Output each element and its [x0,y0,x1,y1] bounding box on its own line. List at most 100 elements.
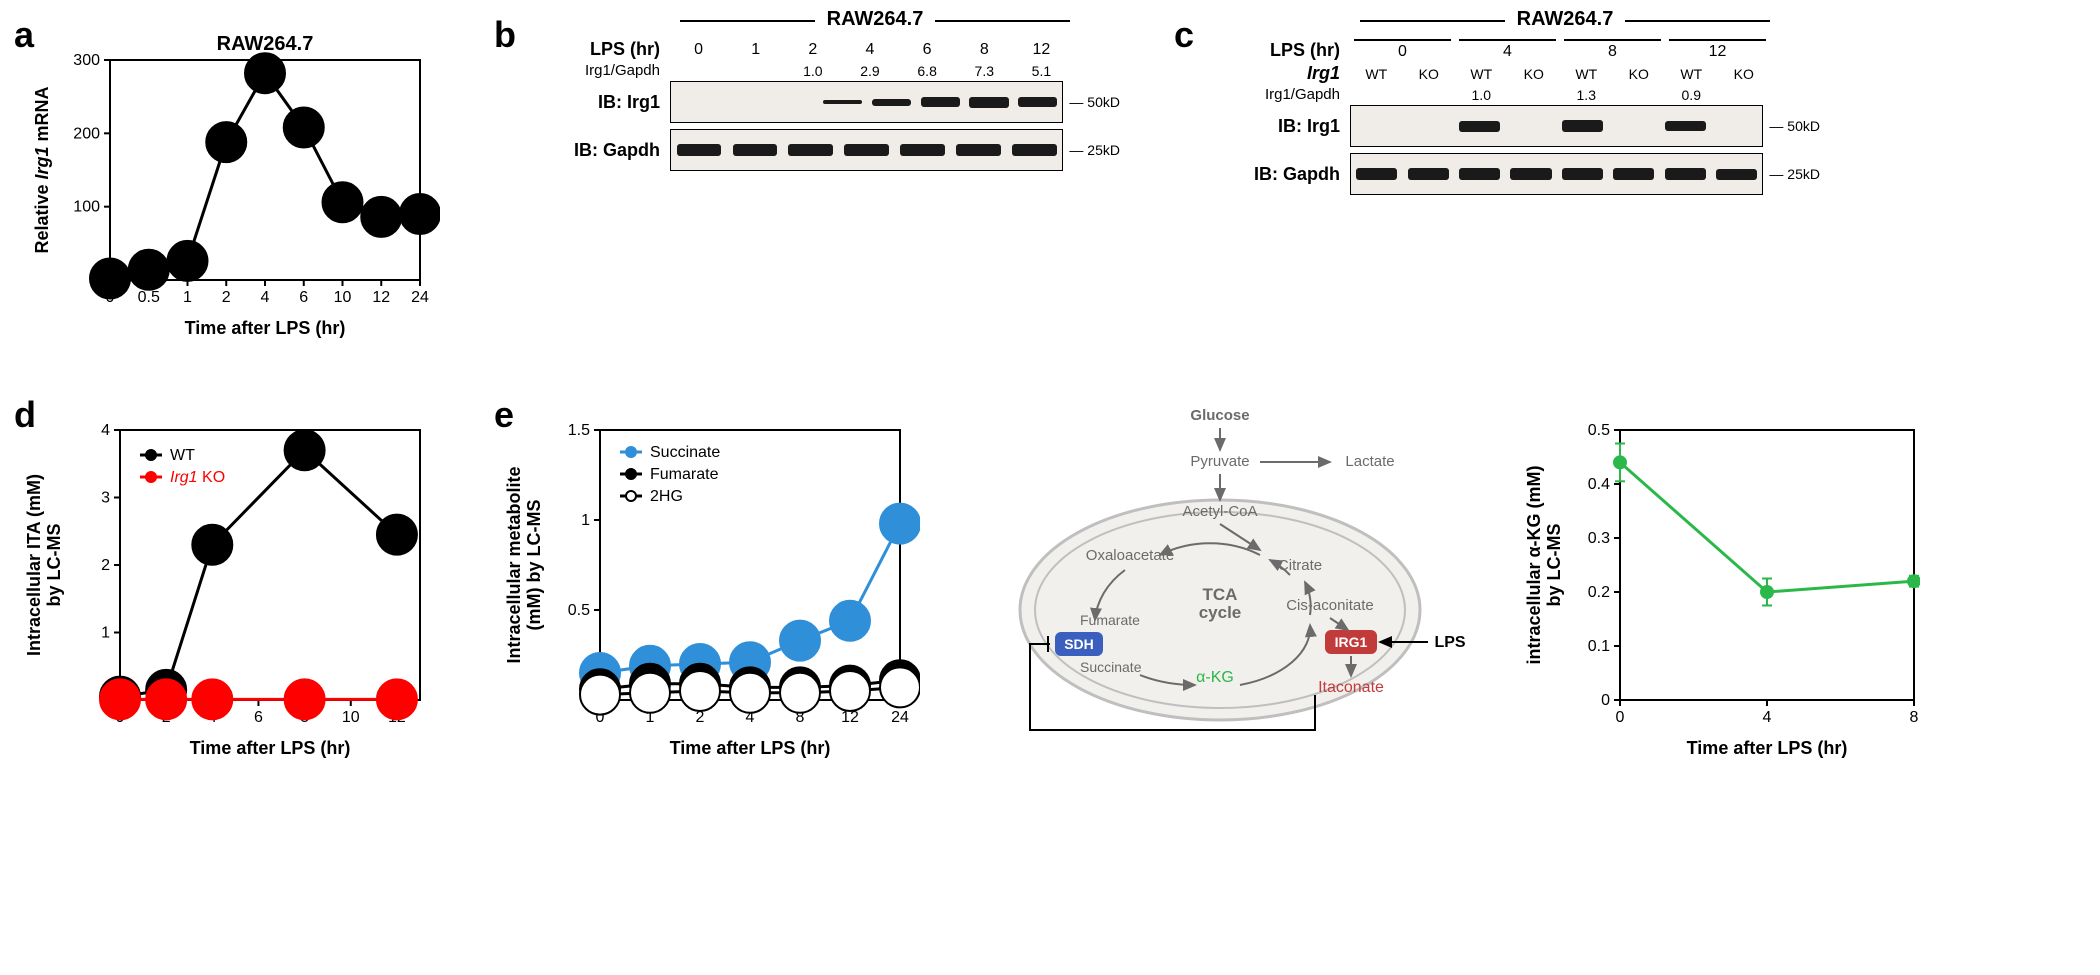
tca-label: SDH [1064,636,1094,652]
x-axis-title: Time after LPS (hr) [190,738,351,758]
data-point [377,679,417,719]
y-axis-title: Relative Irg1 mRNA [32,86,52,253]
ytick-label: 1.5 [568,422,590,439]
lps-hour: 0 [670,41,727,59]
ratio-value [1613,87,1666,103]
mw-irg1: — 50kD [1069,94,1120,110]
ratio-value [670,63,727,79]
ratio-value: 1.0 [1455,87,1508,103]
panel-a: a RAW264.7010020030000.51246101224Time a… [20,20,440,360]
irg1-band [872,99,911,106]
mw-gapdh: — 25kD [1769,166,1820,182]
ytick-label: 0.1 [1588,638,1610,655]
xtick-label: 8 [1910,709,1919,726]
data-point [100,679,140,719]
tca-label: Glucose [1190,407,1249,424]
data-point [285,430,325,470]
data-point [1614,456,1626,468]
blot-title: RAW264.7 [815,8,936,30]
x-axis-title: Time after LPS (hr) [185,318,346,338]
data-point [206,122,246,162]
gapdh-band [900,144,945,156]
data-point [780,621,820,661]
series-WT [120,450,397,696]
mw-gapdh: — 25kD [1069,142,1120,158]
gapdh-band [1665,168,1706,180]
genotype: WT [1350,66,1403,82]
data-point [284,107,324,147]
xtick-label: 10 [342,709,360,726]
chart-a: RAW264.7010020030000.51246101224Time aft… [20,20,440,340]
lps-label: LPS (hr) [550,39,670,60]
xtick-label: 0 [1616,709,1625,726]
tca-diagram: GlucosePyruvateLactateAcetyl-CoAOxaloace… [960,400,1480,760]
xtick-label: 24 [411,289,429,306]
gapdh-band [844,144,889,156]
xtick-label: 2 [222,289,231,306]
panel-c-label: c [1174,14,1194,56]
panel-c: c RAW264.7LPS (hr)04812Irg1WTKOWTKOWTKOW… [1180,20,1820,360]
xtick-label: 24 [891,709,909,726]
legend-label: Irg1 KO [170,469,225,486]
ratio-value: 2.9 [841,63,898,79]
genotype: WT [1665,66,1718,82]
lps-hour: 8 [956,41,1013,59]
chart-e-right: 00.10.20.30.40.5048intracellular α-KG (m… [1520,400,1920,760]
ytick-label: 300 [73,52,100,69]
ytick-label: 100 [73,199,100,216]
ytick-label: 1 [581,512,590,529]
ratio-value [1508,87,1561,103]
lps-hour: 8 [1560,43,1665,61]
irg1-band [1018,97,1057,107]
ytick-label: 0.5 [1588,422,1610,439]
data-point [1761,586,1773,598]
genotype: WT [1455,66,1508,82]
ytick-label: 0.3 [1588,530,1610,547]
gapdh-band [1356,168,1397,180]
chart-d: 01234024681012Intracellular ITA (mM)by L… [20,400,440,760]
data-point [880,504,920,544]
xtick-label: 4 [261,289,270,306]
xtick-label: 6 [254,709,263,726]
blot-title: RAW264.7 [1505,8,1626,30]
x-axis-title: Time after LPS (hr) [1687,738,1848,758]
genotype: KO [1718,66,1771,82]
panel-b-label: b [494,14,516,56]
tca-label: Fumarate [1080,612,1140,628]
lps-hour: 1 [727,41,784,59]
data-point [285,679,325,719]
data-point [630,673,670,713]
ytick-label: 1 [101,625,110,642]
ratio-label: Irg1/Gapdh [550,62,670,79]
gapdh-band [956,144,1001,156]
genotype: KO [1613,66,1666,82]
tca-label: Succinate [1080,659,1142,675]
ytick-label: 0 [1601,692,1610,709]
genotype: KO [1508,66,1561,82]
tca-label: TCA [1203,585,1238,604]
irg1-band [1562,120,1603,132]
ratio-value: 1.3 [1560,87,1613,103]
ytick-label: 0.2 [1588,584,1610,601]
data-point [192,525,232,565]
data-point [730,673,770,713]
legend-label: Fumarate [650,466,719,483]
lps-hour: 6 [899,41,956,59]
genotype-label: Irg1 [1230,63,1350,84]
tca-label: Cis-aconitate [1286,597,1374,614]
data-point [245,53,285,93]
gapdh-band [1012,144,1057,156]
irg1-strip [1350,105,1763,147]
ratio-value: 6.8 [899,63,956,79]
panel-d: d 01234024681012Intracellular ITA (mM)by… [20,400,440,780]
data-point [129,250,169,290]
ratio-value [1350,87,1403,103]
data-point [780,673,820,713]
irg1-band [1459,121,1500,132]
xtick-label: 1 [183,289,192,306]
lps-hour: 12 [1013,41,1070,59]
irg1-band [969,97,1008,108]
series-irg1 [110,73,420,278]
chart-title: RAW264.7 [217,33,314,55]
lps-label: LPS (hr) [1230,40,1350,61]
